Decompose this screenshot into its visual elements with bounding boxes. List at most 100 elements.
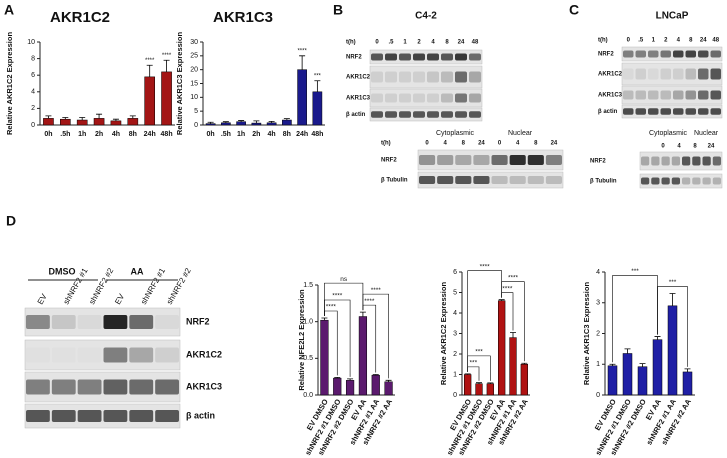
x-tick-label: 24h [296,131,308,138]
bar [320,319,329,396]
y-tick-label: 25 [190,53,198,60]
blot-strip [24,339,181,371]
row-label: NRF2 [346,55,362,61]
x-tick-label: .5h [60,131,70,138]
bar [358,316,368,396]
comparison-bracket [467,270,502,372]
lane-label: .5 [638,38,644,44]
bar [682,371,693,396]
error-bar [238,120,245,122]
blot-band [648,68,659,80]
blot-band [623,68,634,80]
blot-band [692,177,701,185]
bar [282,119,292,126]
x-tick-label: 4h [112,131,120,138]
blot-band [51,379,76,395]
blot-band [52,348,76,363]
blot-band [371,93,383,103]
lane-label: 24 [551,141,558,147]
blot-band [698,50,709,58]
blot-band [660,108,671,115]
blot-strip [621,104,723,119]
blot-band [51,315,76,329]
lane-label: 0 [375,40,379,46]
y-tick-label: 5 [194,108,198,115]
y-axis-label: Relative AKR1C2 Expression [5,32,14,136]
comparison-bracket [324,282,364,316]
row-label: β Tubulin [381,178,408,184]
y-tick-label: 4 [453,310,457,317]
blot-band [660,68,671,80]
y-tick-label: 0 [31,122,35,129]
lane-label: 8 [445,40,449,46]
row-label: AKR1C2 [186,349,222,359]
y-axis-label: Relative AKR1C3 Expression [582,282,591,386]
group-label: AA [131,266,144,276]
blot-band [702,156,711,166]
error-bar [609,363,616,366]
comparison-label: **** [326,304,337,311]
error-bar [654,336,661,340]
comparison-label: **** [502,285,513,292]
blot-band [129,315,154,329]
blot-band [385,53,397,61]
significance-label: *** [314,73,322,79]
blot-band [455,71,467,83]
blot-title: C4-2 [415,11,437,22]
blot-band [685,90,696,100]
blot-band [427,93,439,103]
time-label: t(h) [381,141,391,147]
blot-band [419,176,436,184]
blot-band [455,176,472,184]
group-label: Cytoplasmic [649,130,688,137]
blot-strip [369,49,483,65]
blot-band [399,111,411,118]
x-tick-label: 48h [311,131,323,138]
comparison-label: **** [332,293,343,300]
blot-band [413,93,425,103]
lane-label: 8 [462,141,466,147]
blot-strip [621,62,723,86]
blot-band [103,379,128,395]
chart-title: AKR1C3 [213,9,273,26]
blot-band [469,111,481,118]
blot-strip [24,403,181,429]
blot-strip [24,371,181,403]
blot-band [371,71,383,83]
lane-label: 0 [627,38,631,44]
row-label: β Tubulin [590,179,617,185]
error-bar [359,311,366,317]
error-bar [207,121,214,124]
y-axis-label: Relative NFE2L2 Expression [297,289,306,391]
bar [384,381,393,396]
bar [607,365,618,396]
x-tick-label: 0h [44,131,52,138]
bar [509,337,517,396]
group-label: Nuclear [508,130,533,137]
error-bar [669,293,676,306]
blot-band [427,111,439,118]
panel-letter: B [333,2,343,18]
significance-label: **** [145,58,155,64]
blot-band [648,50,659,58]
comparison-label: *** [631,268,639,275]
bar [498,300,506,396]
blot-band [702,177,711,185]
lane-label: 24 [700,38,707,44]
bar [652,339,663,396]
blot-band [712,156,721,166]
lane-label: 8 [693,144,697,150]
blot-band [385,93,397,103]
blot-band [661,177,670,185]
x-tick-label: 8h [129,131,137,138]
error-bar [283,118,290,121]
blot-band [455,155,472,165]
bar [297,69,307,126]
blot-band [473,176,490,184]
error-bar [253,120,260,124]
error-bar [222,121,229,123]
comparison-label: *** [470,360,478,367]
y-tick-label: 2 [31,105,35,112]
